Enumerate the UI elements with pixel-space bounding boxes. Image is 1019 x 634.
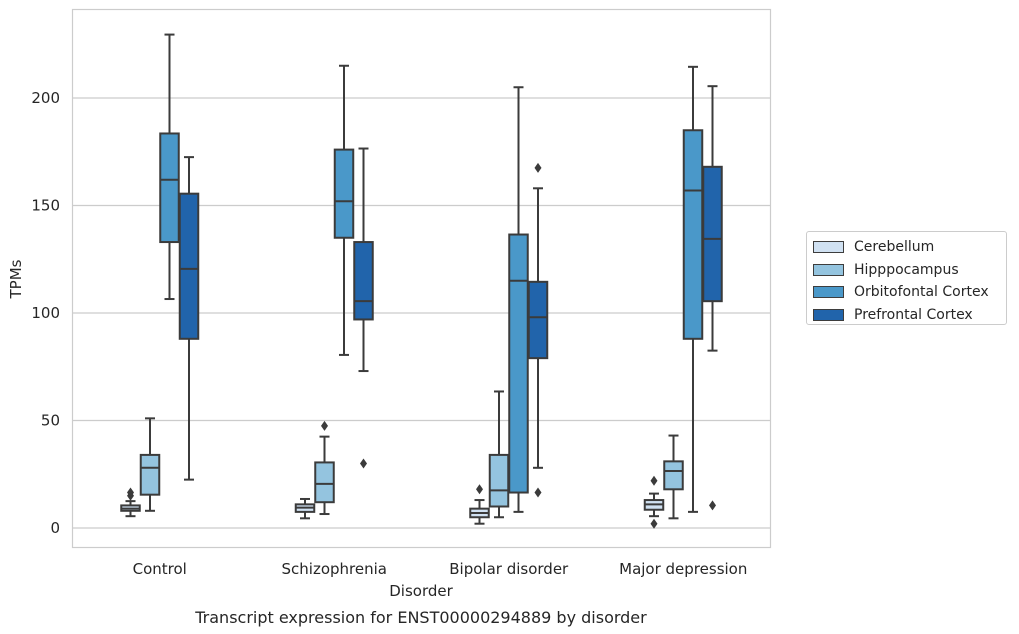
box-plot (294, 497, 316, 520)
box-plot (643, 475, 665, 529)
legend-swatch (813, 263, 844, 276)
box (488, 453, 510, 508)
x-tick-label: Schizophrenia (282, 560, 387, 578)
legend-item: Hipppocampus (813, 259, 1006, 282)
box (702, 165, 723, 303)
box-plot (469, 484, 490, 525)
x-tick-label: Control (133, 560, 187, 578)
y-tick-label: 200 (31, 89, 60, 107)
box (314, 461, 335, 504)
outlier-point (360, 458, 367, 469)
legend-swatch (813, 286, 844, 299)
box-plot (702, 85, 723, 511)
box (663, 460, 684, 491)
box (353, 241, 374, 321)
outlier-point (650, 475, 658, 486)
box (333, 148, 355, 239)
boxes (120, 33, 723, 529)
legend-item: Prefrontal Cortex (813, 304, 1006, 327)
outlier-point (534, 162, 542, 173)
outlier-point (127, 487, 134, 498)
x-axis-label: Disorder (389, 582, 453, 600)
outlier-point (321, 420, 328, 431)
box (508, 233, 529, 494)
y-axis-ticks: 0 50 100 150 200 (31, 89, 60, 537)
y-tick-label: 150 (31, 197, 60, 215)
y-tick-label: 0 (50, 519, 60, 537)
x-axis-ticks: Control Schizophrenia Bipolar disorder Majo… (133, 560, 748, 578)
box-plot (663, 434, 684, 520)
y-tick-label: 50 (41, 412, 60, 430)
box-plot (314, 420, 335, 516)
box (682, 129, 704, 340)
box-plot (120, 487, 141, 518)
legend-label: Cerebellum (854, 239, 935, 256)
legend-item: Cerebellum (813, 236, 1006, 259)
legend: Cerebellum Hipppocampus Orbitofontal Corte… (806, 231, 1007, 325)
x-tick-label: Major depression (619, 560, 747, 578)
y-tick-label: 100 (31, 304, 60, 322)
box-plot (353, 147, 374, 469)
box-plot (159, 33, 180, 301)
outlier-point (709, 500, 716, 511)
box-plot (682, 65, 704, 513)
legend-item: Orbitofontal Cortex (813, 281, 1006, 304)
outlier-point (650, 518, 658, 529)
box-plot (139, 417, 161, 512)
box (178, 192, 200, 340)
box-plot (508, 86, 529, 513)
outlier-point (534, 487, 542, 498)
legend-label: Orbitofontal Cortex (854, 284, 989, 301)
outlier-point (476, 484, 483, 495)
legend-swatch (813, 241, 844, 254)
chart-title: Transcript expression for ENST0000029488… (194, 608, 647, 627)
box-plot (178, 156, 200, 481)
box (159, 132, 180, 244)
box-plot (488, 390, 510, 519)
plot-area-frame (71, 8, 772, 549)
legend-label: Prefrontal Cortex (854, 306, 973, 323)
box (527, 280, 549, 360)
legend-label: Hipppocampus (854, 261, 959, 278)
box-plot (333, 64, 355, 356)
box-plot (527, 162, 549, 498)
box (139, 453, 161, 496)
x-tick-label: Bipolar disorder (449, 560, 569, 578)
legend-swatch (813, 308, 844, 321)
y-axis-label: TPMs (7, 259, 25, 299)
